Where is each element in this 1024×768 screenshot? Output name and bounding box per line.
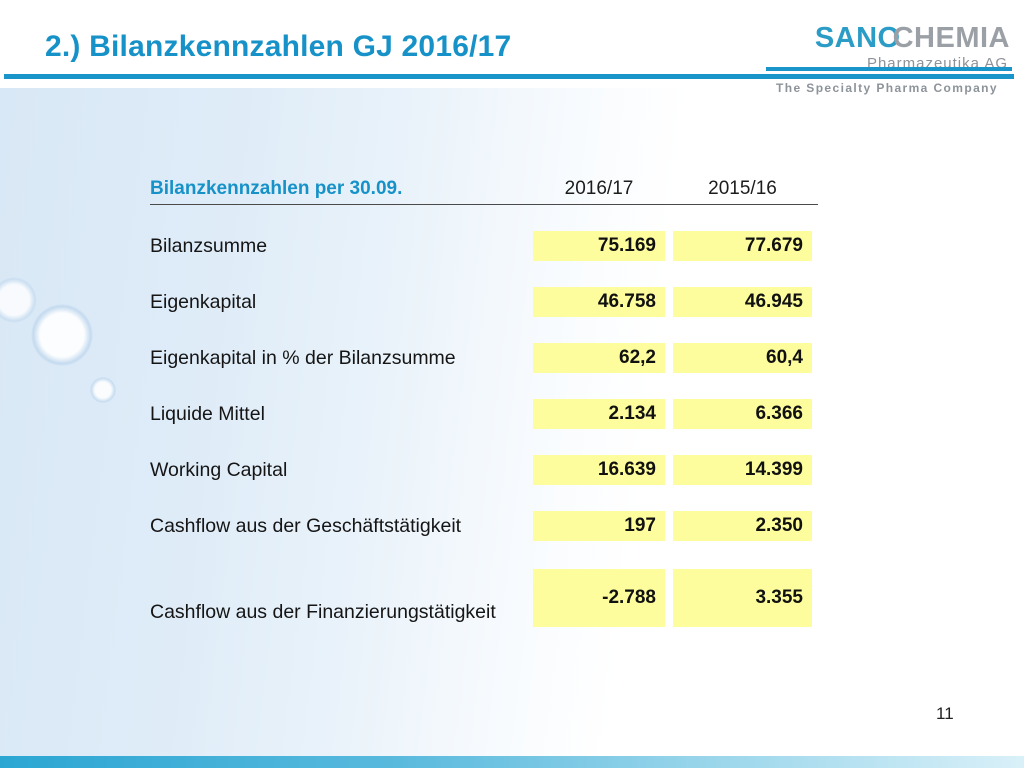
table-header-divider: [150, 204, 818, 205]
value-2016-17: -2.788: [533, 569, 665, 627]
logo-tagline: The Specialty Pharma Company: [776, 81, 998, 95]
table-header-row: Bilanzkennzahlen per 30.09. 2016/17 2015…: [150, 170, 818, 200]
table-header-label: Bilanzkennzahlen per 30.09.: [150, 178, 403, 199]
balance-sheet-table: Bilanzkennzahlen per 30.09. 2016/17 2015…: [150, 170, 818, 627]
table-body: Bilanzsumme 75.169 77.679 Eigenkapital 4…: [150, 205, 818, 627]
page-title: 2.) Bilanzkennzahlen GJ 2016/17: [45, 30, 512, 63]
logo-text-sano: SANO: [814, 22, 901, 54]
table-header-col-2016-17: 2016/17: [564, 178, 634, 199]
value-2016-17: 16.639: [533, 455, 665, 485]
value-2015-16: 60,4: [673, 343, 812, 373]
row-label: Cashflow aus der Finanzierungstätigkeit: [150, 601, 496, 623]
value-2016-17: 2.134: [533, 399, 665, 429]
value-2016-17: 46.758: [533, 287, 665, 317]
water-bubbles-background: [0, 88, 800, 768]
table-header-col-2015-16: 2015/16: [708, 178, 777, 199]
table-row: Cashflow aus der Finanzierungstätigkeit …: [150, 541, 818, 627]
row-label: Bilanzsumme: [150, 235, 268, 257]
value-2015-16: 14.399: [673, 455, 812, 485]
footer-accent-bar: [0, 756, 1024, 768]
table-row: Working Capital 16.639 14.399: [150, 429, 818, 485]
logo-wordmark: SANOCHEMIA: [760, 24, 1010, 53]
company-logo: SANOCHEMIA Pharmazeutika AG: [760, 24, 1010, 73]
page-number: 11: [936, 704, 954, 723]
table-row: Cashflow aus der Geschäftstätigkeit 197 …: [150, 485, 818, 541]
title-divider: [4, 74, 1014, 79]
value-2015-16: 3.355: [673, 569, 812, 627]
value-2016-17: 75.169: [533, 231, 665, 261]
row-label: Eigenkapital in % der Bilanzsumme: [150, 347, 456, 369]
value-2015-16: 77.679: [673, 231, 812, 261]
table-row: Eigenkapital in % der Bilanzsumme 62,2 6…: [150, 317, 818, 373]
table-row: Eigenkapital 46.758 46.945: [150, 261, 818, 317]
value-2016-17: 197: [533, 511, 665, 541]
row-label: Working Capital: [150, 459, 288, 481]
row-label: Cashflow aus der Geschäftstätigkeit: [150, 515, 462, 537]
value-2016-17: 62,2: [533, 343, 665, 373]
logo-text-chemia: CHEMIA: [892, 22, 1010, 54]
value-2015-16: 46.945: [673, 287, 812, 317]
value-2015-16: 2.350: [673, 511, 812, 541]
logo-divider: [766, 67, 1012, 71]
table-row: Bilanzsumme 75.169 77.679: [150, 205, 818, 261]
row-label: Liquide Mittel: [150, 403, 265, 425]
row-label: Eigenkapital: [150, 291, 257, 313]
table-row: Liquide Mittel 2.134 6.366: [150, 373, 818, 429]
value-2015-16: 6.366: [673, 399, 812, 429]
